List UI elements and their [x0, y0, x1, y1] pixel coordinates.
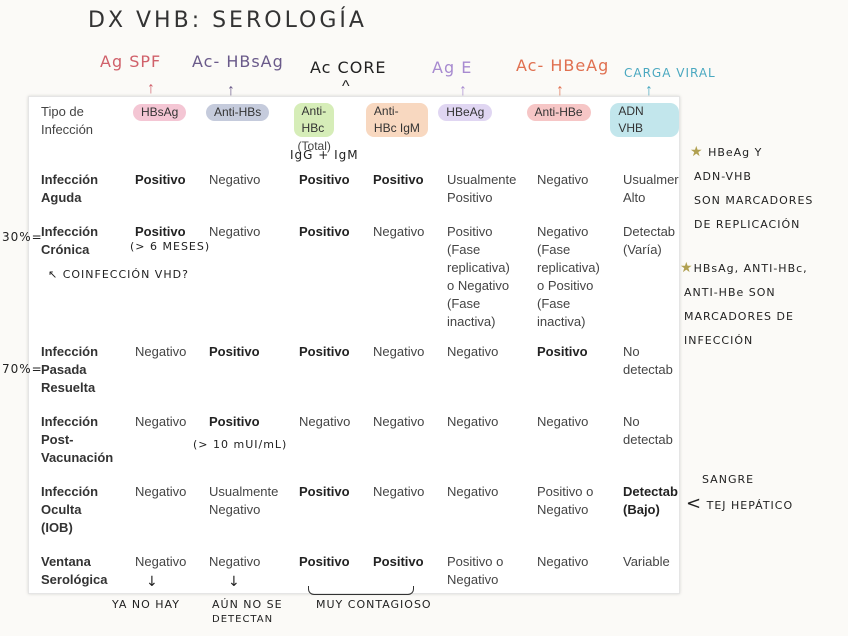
row-label: Ventana Serológica	[41, 554, 108, 587]
table-cell: Detectab (Bajo)	[623, 484, 678, 517]
note-muy-contagioso: MUY CONTAGIOSO	[316, 598, 432, 611]
table-cell: Negativo	[373, 484, 425, 499]
arrow-down-icon: ↓	[146, 574, 159, 590]
row-label: Infección Aguda	[41, 172, 99, 205]
header-hbsag: HBsAg	[132, 97, 206, 171]
arrow-down-icon: ↓	[228, 574, 241, 590]
table-cell: Negativo	[135, 554, 187, 569]
table-cell: Positivo	[299, 172, 350, 187]
table-cell: Usualmente Negativo	[209, 484, 279, 517]
header-tipo: Tipo de Infección	[41, 104, 94, 137]
table-cell: Negativo	[299, 414, 351, 429]
label-ag-e: Ag E	[432, 58, 473, 77]
note-gt10: (> 10 mUI/mL)	[193, 438, 288, 451]
table-cell: Negativo	[209, 224, 261, 239]
note-aun-no-se: AÚN NO SE	[212, 598, 283, 611]
label-ag-spf: Ag SPF	[100, 52, 162, 71]
serology-sheet: Tipo de Infección HBsAg Anti-HBs Anti- H…	[28, 96, 680, 594]
row-label: Infección Post- Vacunación	[41, 414, 114, 465]
table-cell: Positivo	[299, 554, 350, 569]
label-ac-hbeag: Ac- HBeAg	[516, 56, 610, 75]
star-icon: ★	[690, 144, 704, 160]
note-coinfection: ↖ COINFECCIÓN VHD?	[48, 268, 189, 281]
table-cell: Negativo	[447, 344, 499, 359]
header-adn-vhb: ADN VHB	[610, 97, 679, 171]
table-cell: Negativo (Fase replicativa) o Positivo (Fase…	[537, 224, 600, 329]
note-ya-no-hay: YA NO HAY	[112, 598, 180, 611]
label-ac-hbsag: Ac- HBsAg	[192, 52, 284, 71]
arrow-up-icon: ↑	[645, 82, 653, 99]
table-cell: Positivo	[373, 554, 424, 569]
table-cell: Negativo	[447, 484, 499, 499]
table-cell: Positivo (Fase replicativa) o Negativo (Fase…	[447, 224, 510, 329]
note-igg-igm: IgG + IgM	[290, 148, 359, 162]
table-cell: Positivo	[135, 224, 186, 239]
table-cell: Positivo	[209, 414, 260, 429]
table-cell: Negativo	[209, 554, 261, 569]
note-30pct: 30%=	[2, 230, 43, 244]
table-cell: Positivo o Negativo	[537, 484, 594, 517]
table-cell: Negativo	[537, 414, 589, 429]
table-cell: Positivo	[299, 484, 350, 499]
table-cell: Negativo	[135, 344, 187, 359]
header-anti-hbs: Anti-HBs	[205, 97, 294, 171]
table-cell: Negativo	[447, 414, 499, 429]
label-carga-viral: CARGA VIRAL	[624, 66, 716, 80]
page-title: DX VHB: SEROLOGÍA	[88, 8, 367, 33]
caret-up-icon: ^	[342, 78, 350, 95]
table-cell: Negativo	[135, 414, 187, 429]
side-note-infeccion: ★HBsAg, ANTI-HBc, ANTI-HBe SON MARCADORE…	[680, 260, 808, 347]
star-icon: ★	[680, 260, 694, 276]
header-anti-hbe: Anti-HBe	[526, 97, 611, 171]
table-cell: Positivo	[299, 224, 350, 239]
bracket-muy-contagioso	[308, 586, 414, 595]
table-cell: Positivo	[537, 344, 588, 359]
table-cell: Positivo	[373, 172, 424, 187]
table-cell: Negativo	[537, 172, 589, 187]
table-cell: Negativo	[373, 414, 425, 429]
table-cell: No detectab	[623, 414, 673, 447]
table-header-row: Tipo de Infección HBsAg Anti-HBs Anti- H…	[29, 97, 679, 171]
table-cell: Variable	[623, 554, 670, 569]
note-gt6-months: (> 6 MESES)	[130, 240, 211, 253]
table-cell: Negativo	[135, 484, 187, 499]
table-cell: Negativo	[373, 344, 425, 359]
side-note-replicacion: ★ HBeAg Y ADN-VHB SON MARCADORES DE REPL…	[690, 144, 814, 231]
label-ac-core: Ac CORE	[310, 58, 387, 77]
serology-table: Tipo de Infección HBsAg Anti-HBs Anti- H…	[29, 97, 679, 171]
arrow-up-icon: ↑	[459, 82, 467, 99]
table-cell: Positivo	[209, 344, 260, 359]
row-label: Infección Pasada Resuelta	[41, 344, 99, 395]
header-anti-hbc: Anti- HBc (Total)	[293, 97, 366, 171]
header-hbeag: HBeAg	[438, 97, 526, 171]
note-70pct: 70%=	[2, 362, 43, 376]
table-cell: Usualmer Alto	[623, 172, 679, 205]
table-cell: Negativo	[373, 224, 425, 239]
row-label: Infección Oculta (IOB)	[41, 484, 99, 535]
arrow-up-icon: ↑	[556, 82, 564, 99]
table-cell: No detectab	[623, 344, 673, 377]
arrow-up-icon: ↑	[147, 80, 155, 97]
table-cell: Positivo	[135, 172, 186, 187]
row-label: Infección Crónica	[41, 224, 99, 257]
table-cell: Detectab (Varía)	[623, 224, 676, 257]
table-cell: Positivo	[299, 344, 350, 359]
note-detectan: DETECTAN	[212, 614, 274, 625]
table-cell: Negativo	[209, 172, 261, 187]
table-cell: Usualmente Positivo	[447, 172, 517, 205]
arrow-up-icon: ↑	[227, 82, 235, 99]
table-cell: Positivo o Negativo	[447, 554, 504, 587]
table-cell: Negativo	[537, 554, 589, 569]
header-anti-hbc-igm: Anti- HBc IgM	[365, 97, 438, 171]
side-note-sangre: SANGRE < TEJ HEPÁTICO	[686, 473, 794, 514]
